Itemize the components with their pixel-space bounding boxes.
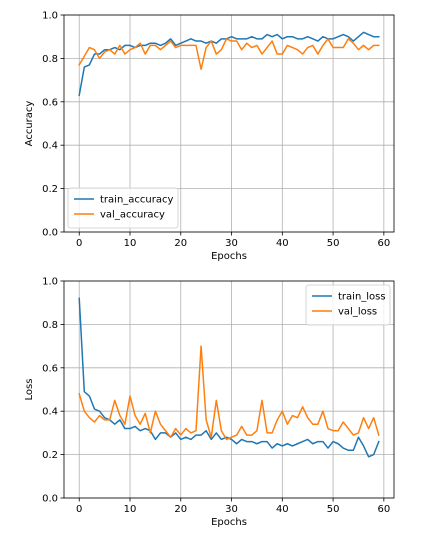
x-tick-label: 60	[377, 504, 390, 515]
y-tick-label: 0.4	[42, 141, 58, 152]
legend-box	[67, 187, 179, 229]
x-tick-label: 0	[76, 238, 82, 249]
y-tick-label: 0.6	[42, 363, 58, 374]
legend-box	[305, 284, 391, 326]
x-tick-label: 60	[377, 238, 390, 249]
plot-frame	[63, 280, 395, 499]
y-tick-label: 0.8	[42, 320, 58, 331]
x-tick-label: 30	[225, 238, 238, 249]
y-tick-label: 0.0	[42, 228, 58, 239]
legend: train_accuracy val_accuracy	[67, 187, 179, 229]
legend-label-val_accuracy: val_accuracy	[100, 210, 165, 221]
legend-label-train_accuracy: train_accuracy	[100, 195, 173, 206]
x-tick-label: 50	[327, 238, 340, 249]
y-tick-label: 0.0	[42, 494, 58, 505]
y-tick-label: 1.0	[42, 11, 58, 22]
series-line-val_accuracy	[78, 38, 380, 70]
x-tick-label: 40	[276, 504, 289, 515]
x-axis-label: Epochs	[211, 517, 247, 528]
accuracy-chart: 0 10 20 30 40 50 60 0.0 0.2 0.4 0.6 0.8 1.0 Epochs Acc…	[24, 11, 395, 262]
x-tick-label: 10	[124, 504, 137, 515]
y-tick-label: 1.0	[42, 277, 58, 288]
y-axis-label: Accuracy	[24, 101, 35, 147]
y-tick-label: 0.4	[42, 407, 58, 418]
legend: train_loss val_loss	[305, 284, 391, 326]
series-line-val_loss	[78, 345, 380, 441]
x-axis-label: Epochs	[211, 251, 247, 262]
x-tick-label: 50	[327, 504, 340, 515]
legend-label-val_loss: val_loss	[338, 307, 377, 318]
y-tick-label: 0.6	[42, 97, 58, 108]
y-tick-label: 0.8	[42, 54, 58, 65]
x-tick-label: 40	[276, 238, 289, 249]
x-tick-label: 10	[124, 238, 137, 249]
x-tick-label: 20	[174, 504, 187, 515]
legend-label-train_loss: train_loss	[338, 292, 386, 303]
x-tick-label: 30	[225, 504, 238, 515]
y-axis-label: Loss	[24, 379, 35, 401]
x-tick-label: 0	[76, 504, 82, 515]
x-tick-label: 20	[174, 238, 187, 249]
y-tick-label: 0.2	[42, 184, 58, 195]
y-tick-label: 0.2	[42, 450, 58, 461]
loss-chart: 0 10 20 30 40 50 60 0.0 0.2 0.4 0.6 0.8 1.0 Epochs Los…	[24, 277, 395, 528]
plot-frame	[63, 14, 395, 233]
